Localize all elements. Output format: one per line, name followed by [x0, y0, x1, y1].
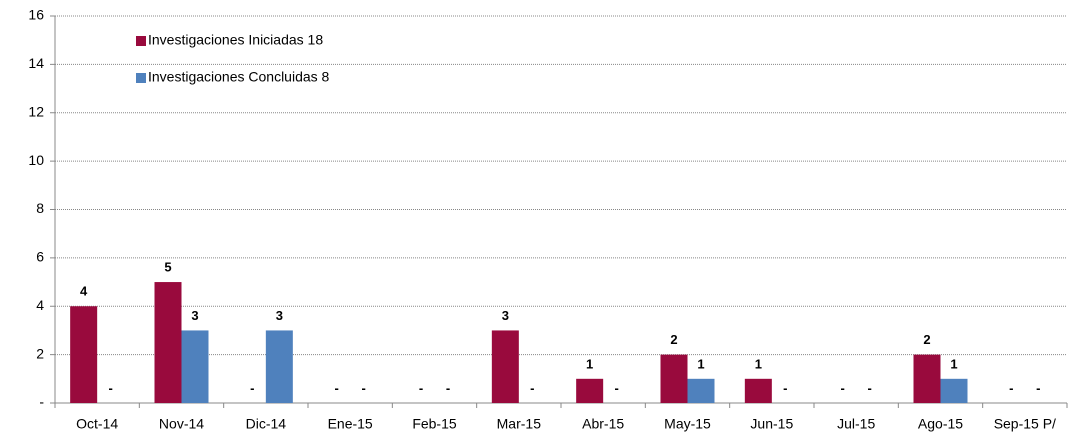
value-label: - [1009, 380, 1013, 395]
bar [940, 378, 968, 403]
y-tick-label: 12 [28, 103, 44, 119]
legend-swatch [136, 73, 146, 83]
value-label: - [446, 380, 450, 395]
x-tick-label: Nov-14 [159, 416, 204, 432]
y-tick-label: 6 [36, 249, 44, 265]
value-label: - [530, 380, 534, 395]
bar [265, 330, 293, 403]
x-tick-label: Ago-15 [918, 416, 963, 432]
value-label: 2 [923, 332, 930, 347]
value-label: - [783, 380, 787, 395]
value-label: - [614, 380, 618, 395]
y-tick-label: 10 [28, 152, 44, 168]
legend-label: Investigaciones Iniciadas 18 [148, 32, 323, 48]
x-tick-label: Mar-15 [497, 416, 542, 432]
value-label: 1 [697, 356, 704, 371]
value-label: 4 [80, 284, 88, 299]
x-tick-label: Jun-15 [750, 416, 793, 432]
x-tick-label: Feb-15 [412, 416, 457, 432]
bar [181, 330, 209, 403]
bar [70, 306, 98, 403]
value-label: - [419, 380, 423, 395]
bar [687, 378, 715, 403]
x-tick-label: Abr-15 [582, 416, 624, 432]
value-label: 1 [586, 356, 593, 371]
value-label: 5 [164, 260, 171, 275]
x-tick-label: Dic-14 [246, 416, 287, 432]
value-label: - [250, 380, 254, 395]
y-tick-label: - [39, 394, 44, 410]
bar [744, 378, 772, 403]
value-label: 3 [276, 308, 283, 323]
bar [660, 354, 688, 403]
y-tick-label: 2 [36, 345, 44, 361]
x-tick-label: Ene-15 [328, 416, 373, 432]
value-label: - [108, 380, 112, 395]
y-tick-label: 16 [28, 7, 44, 23]
value-label: 3 [191, 308, 198, 323]
legend-label: Investigaciones Concluidas 8 [148, 69, 330, 85]
value-label: 3 [502, 308, 509, 323]
legend-swatch [136, 36, 146, 46]
bar [154, 282, 182, 403]
y-tick-label: 14 [28, 55, 44, 71]
x-tick-label: Jul-15 [837, 416, 875, 432]
value-label: - [867, 380, 871, 395]
y-tick-label: 8 [36, 200, 44, 216]
value-label: 1 [755, 356, 762, 371]
value-label: - [361, 380, 365, 395]
y-tick-label: 4 [36, 297, 44, 313]
x-tick-label: Oct-14 [76, 416, 118, 432]
value-label: - [334, 380, 338, 395]
bar [576, 378, 604, 403]
bar [491, 330, 519, 403]
x-tick-label: May-15 [664, 416, 711, 432]
x-tick-label: Sep-15 P/ [994, 416, 1056, 432]
value-label: - [1036, 380, 1040, 395]
value-label: 2 [670, 332, 677, 347]
value-label: 1 [950, 356, 957, 371]
value-label: - [840, 380, 844, 395]
bar [913, 354, 941, 403]
